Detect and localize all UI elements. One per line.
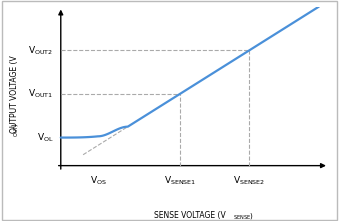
Text: SENSE VOLTAGE (V: SENSE VOLTAGE (V xyxy=(154,211,226,220)
Text: OUTPUT VOLTAGE (V: OUTPUT VOLTAGE (V xyxy=(10,55,19,133)
Text: $\mathregular{V_{SENSE2}}$: $\mathregular{V_{SENSE2}}$ xyxy=(233,174,265,187)
Text: $\mathregular{_{OUT}}$): $\mathregular{_{OUT}}$) xyxy=(10,122,20,137)
Text: $\mathregular{V_{SENSE1}}$: $\mathregular{V_{SENSE1}}$ xyxy=(164,174,196,187)
Text: $\mathregular{V_{OUT2}}$: $\mathregular{V_{OUT2}}$ xyxy=(28,44,53,57)
Text: $\mathregular{V_{OL}}$: $\mathregular{V_{OL}}$ xyxy=(37,131,53,144)
Text: $\mathregular{_{SENSE}}$): $\mathregular{_{SENSE}}$) xyxy=(234,211,255,221)
Text: $\mathregular{V_{OUT1}}$: $\mathregular{V_{OUT1}}$ xyxy=(28,88,53,100)
Text: $\mathregular{V_{OS}}$: $\mathregular{V_{OS}}$ xyxy=(89,174,106,187)
